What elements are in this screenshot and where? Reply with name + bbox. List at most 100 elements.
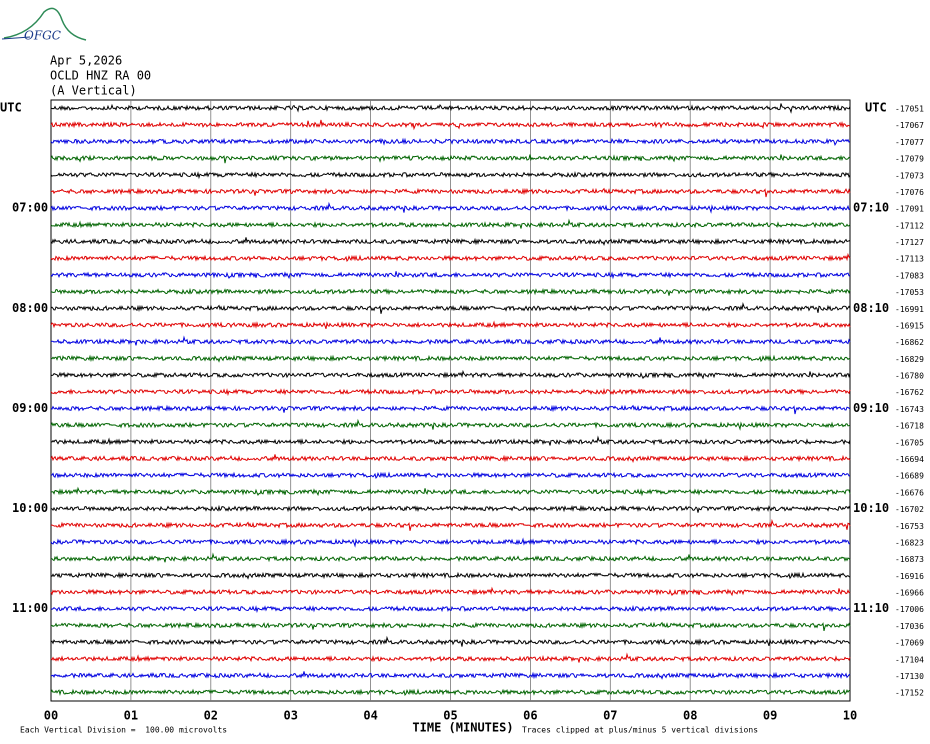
trace — [50, 418, 851, 431]
left-time: 08:00 — [12, 301, 48, 315]
trace — [50, 552, 851, 563]
x-tick-label: 04 — [363, 709, 377, 723]
trace — [50, 571, 851, 580]
trace-offset: -16689 — [895, 472, 924, 481]
left-time: 09:00 — [12, 401, 48, 415]
trace-offset: -17036 — [895, 622, 924, 631]
trace — [50, 218, 851, 229]
trace — [50, 688, 851, 696]
x-tick-label: 07 — [603, 709, 617, 723]
trace-offset: -16915 — [895, 321, 924, 330]
trace-offset: -16762 — [895, 388, 924, 397]
trace — [50, 435, 851, 446]
trace-offset: -16753 — [895, 522, 924, 531]
component: (A Vertical) — [50, 84, 137, 98]
trace-offset: -16780 — [895, 372, 924, 381]
trace — [50, 252, 851, 262]
left-time: UTC — [0, 101, 22, 115]
x-axis-title: TIME (MINUTES) — [412, 721, 513, 735]
trace — [50, 320, 851, 329]
trace-offset: -17112 — [895, 221, 924, 230]
clip-note: Traces clipped at plus/minus 5 vertical … — [522, 726, 758, 735]
trace-offset: -16705 — [895, 438, 924, 447]
trace-offset: -16702 — [895, 505, 924, 514]
trace — [50, 621, 851, 632]
trace — [50, 302, 851, 314]
right-time: 07:10 — [853, 201, 889, 215]
trace — [50, 369, 851, 380]
date: Apr 5,2026 — [50, 54, 122, 68]
trace-offset: -17067 — [895, 121, 924, 130]
trace-offset: -17073 — [895, 171, 924, 180]
trace — [50, 635, 851, 647]
trace — [50, 201, 851, 214]
trace — [50, 537, 851, 548]
trace — [50, 504, 851, 513]
trace — [50, 652, 851, 663]
trace — [50, 271, 851, 280]
trace-offset: -16718 — [895, 422, 924, 431]
right-time: 10:10 — [853, 501, 889, 515]
trace-offset: -17113 — [895, 255, 924, 264]
x-tick-label: 02 — [204, 709, 218, 723]
right-time: 08:10 — [853, 301, 889, 315]
x-tick-label: 01 — [124, 709, 138, 723]
trace — [50, 287, 851, 296]
right-time: 09:10 — [853, 401, 889, 415]
trace-offset: -16823 — [895, 538, 924, 547]
trace-offset: -17130 — [895, 672, 924, 681]
trace-offset: -17079 — [895, 155, 924, 164]
trace — [50, 103, 851, 114]
trace — [50, 237, 851, 246]
trace-offset: -16966 — [895, 589, 924, 598]
x-tick-label: 06 — [523, 709, 537, 723]
left-time: 11:00 — [12, 601, 48, 615]
left-time: 07:00 — [12, 201, 48, 215]
x-tick-label: 00 — [44, 709, 58, 723]
trace-offset: -17053 — [895, 288, 924, 297]
x-tick-label: 10 — [843, 709, 857, 723]
trace — [50, 137, 851, 147]
trace — [50, 471, 850, 479]
trace — [50, 671, 851, 680]
trace-offset: -16916 — [895, 572, 924, 581]
trace-offset: -16991 — [895, 305, 924, 314]
trace-offset: -16743 — [895, 405, 924, 414]
scale-note: Each Vertical Division = 100.00 microvol… — [20, 726, 227, 735]
x-tick-label: 08 — [683, 709, 697, 723]
trace — [50, 387, 851, 397]
trace — [50, 170, 851, 180]
trace — [50, 518, 851, 531]
logo-curve — [3, 7, 87, 41]
trace — [50, 335, 851, 346]
trace-offset: -17127 — [895, 238, 924, 247]
trace-offset: -17152 — [895, 689, 924, 698]
trace-offset: -17083 — [895, 271, 924, 280]
trace-offset: -17051 — [895, 105, 924, 114]
trace-offset: -16829 — [895, 355, 924, 364]
x-tick-label: 09 — [763, 709, 777, 723]
trace — [50, 604, 851, 614]
trace-offset: -16873 — [895, 555, 924, 564]
trace — [50, 454, 851, 463]
logo-text: OFGC — [24, 29, 61, 43]
trace-offset: -16694 — [895, 455, 924, 464]
x-tick-label: 05 — [443, 709, 457, 723]
trace-offset: -17076 — [895, 188, 924, 197]
trace — [50, 187, 851, 198]
trace-offset: -16862 — [895, 338, 924, 347]
trace — [50, 586, 851, 597]
left-time: 10:00 — [12, 501, 48, 515]
station: OCLD HNZ RA 00 — [50, 69, 151, 83]
trace-offset: -17091 — [895, 205, 924, 214]
right-time: UTC — [865, 101, 887, 115]
trace — [50, 119, 851, 131]
right-time: 11:10 — [853, 601, 889, 615]
trace — [50, 154, 851, 164]
x-tick-label: 03 — [283, 709, 297, 723]
trace — [50, 486, 851, 497]
trace-offset: -17006 — [895, 605, 924, 614]
trace — [50, 404, 851, 415]
trace-offset: -17104 — [895, 655, 924, 664]
